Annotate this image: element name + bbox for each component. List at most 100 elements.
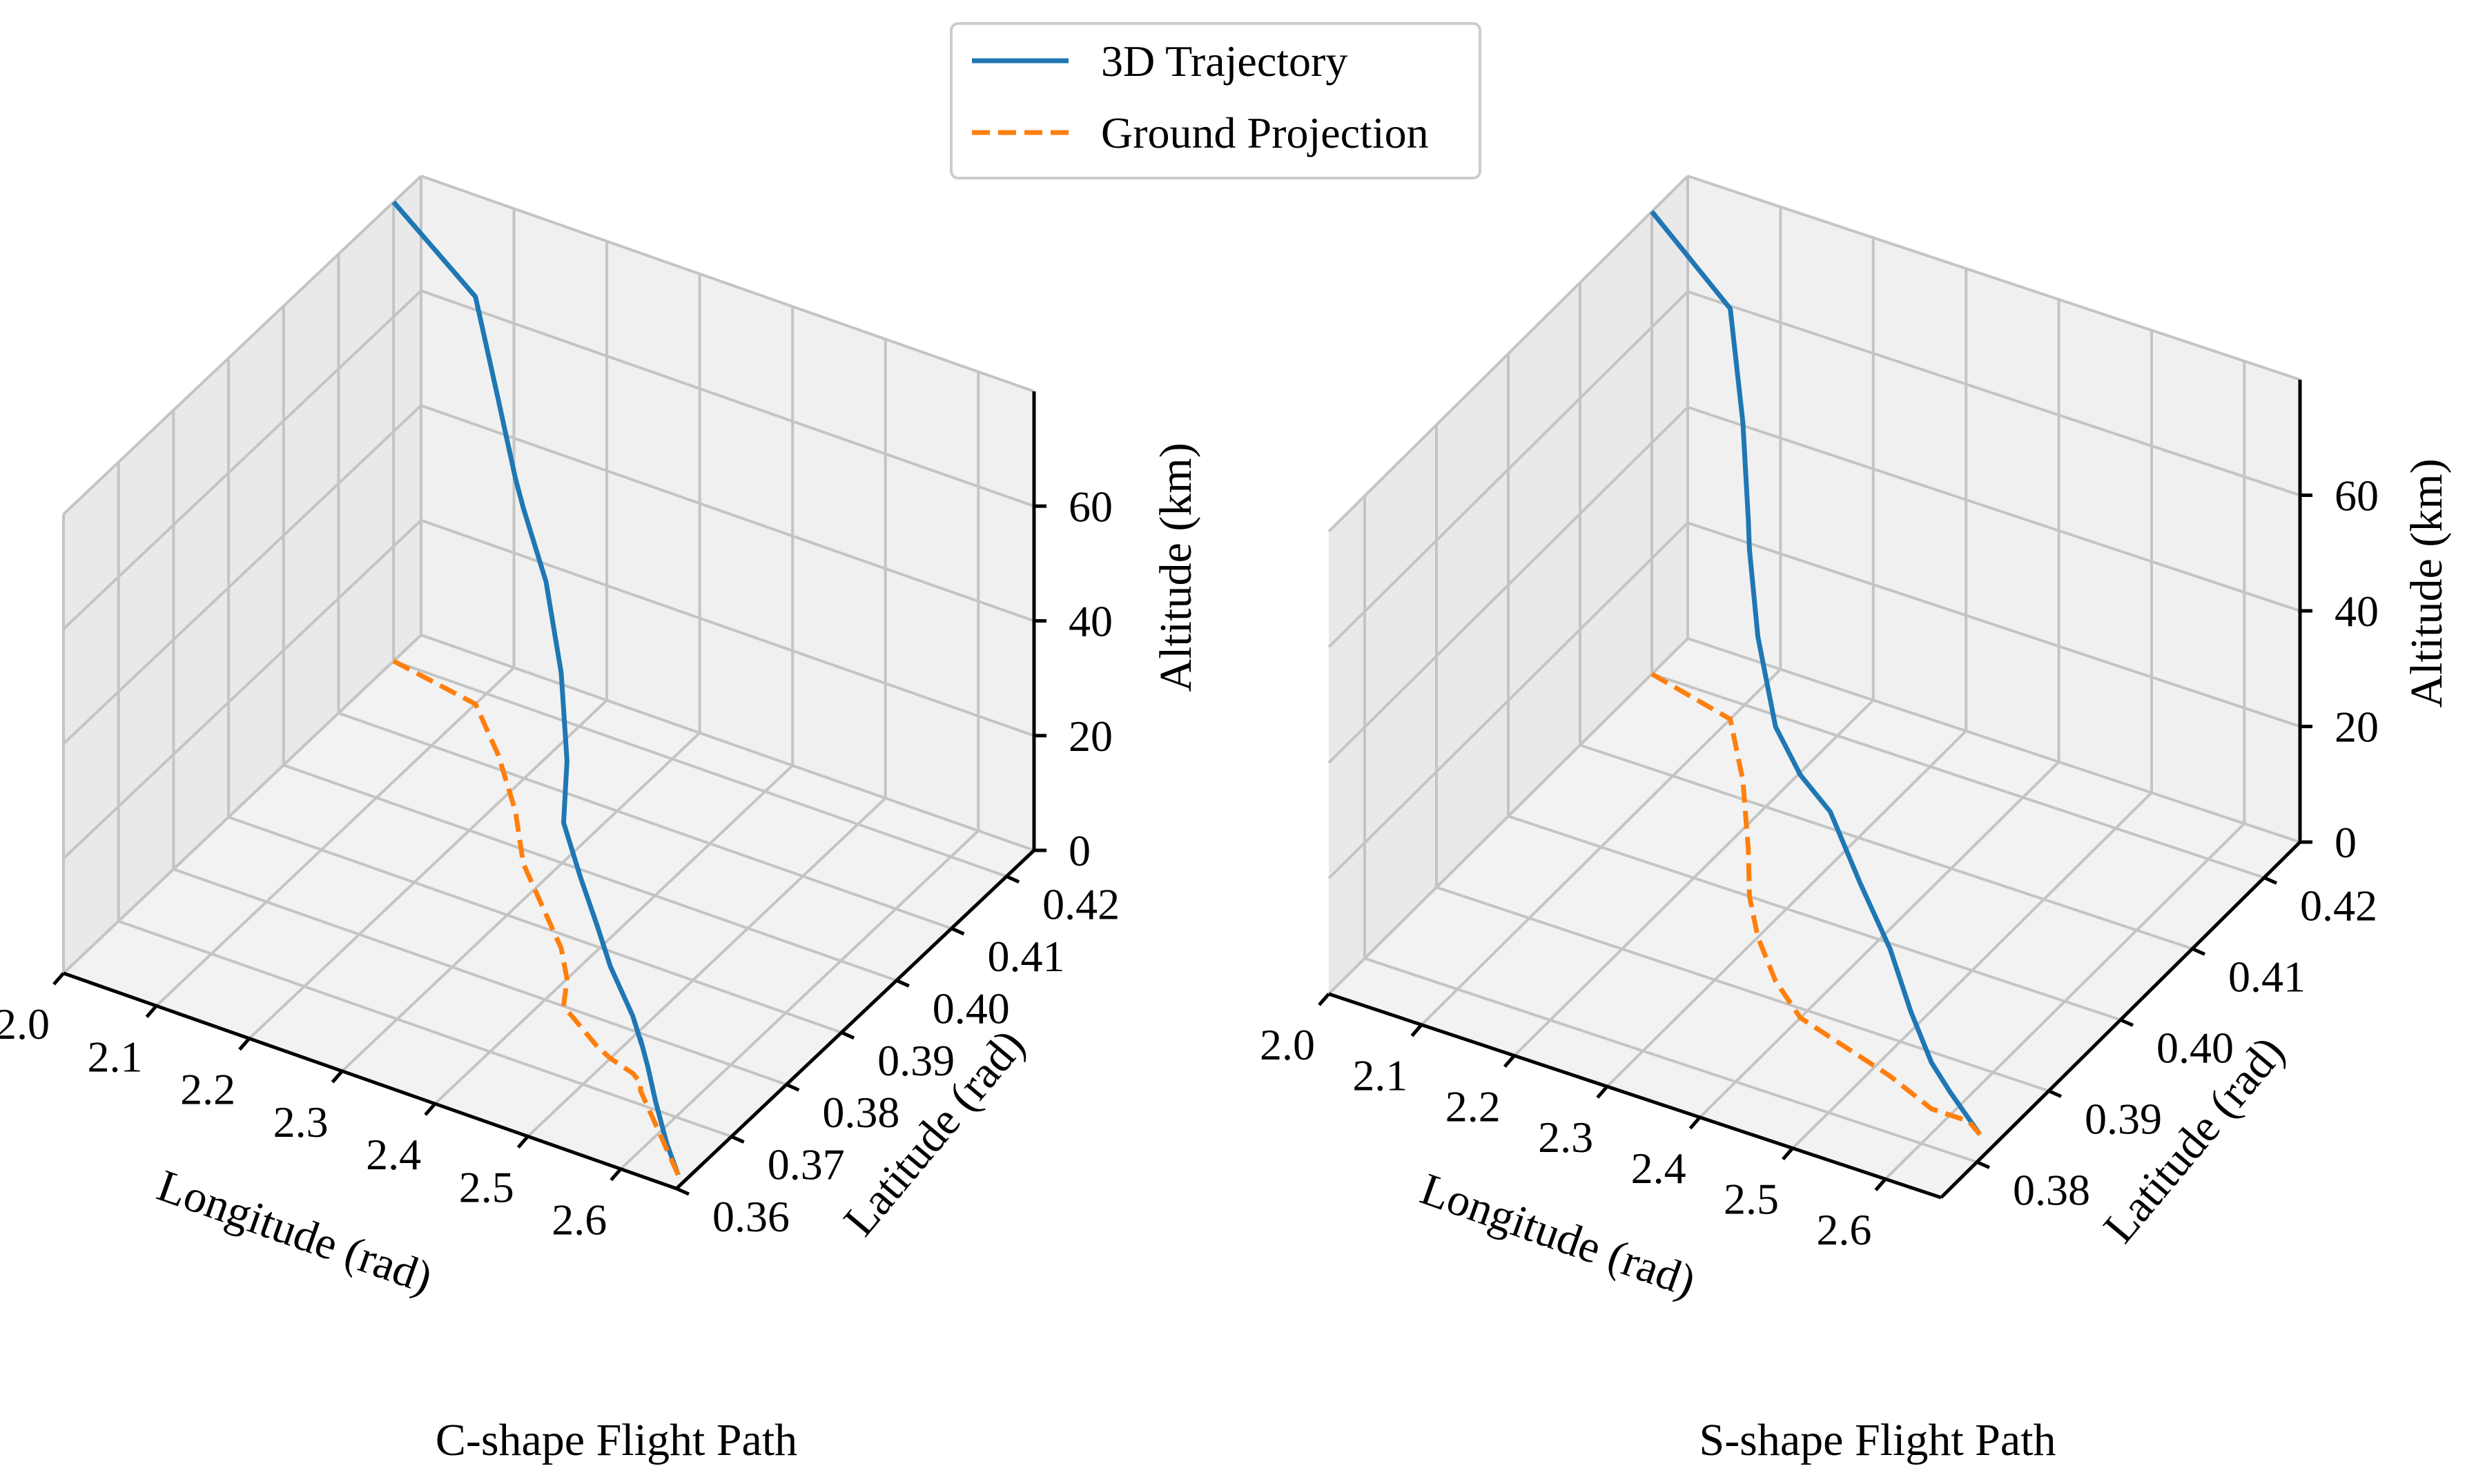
x-tick (1782, 1146, 1794, 1161)
y-gridline (1436, 886, 2049, 1093)
y-tick-label: 0.41 (2228, 953, 2306, 1002)
x-tick-label: 2.0 (0, 999, 50, 1048)
x-gridline (341, 732, 701, 1073)
x-tick-label: 2.5 (1724, 1174, 1779, 1223)
y-gridline (283, 763, 897, 982)
zlabel: Altitude (km) (2401, 458, 2452, 707)
z-gridline (1327, 637, 1689, 995)
x-tick (52, 972, 65, 986)
y-gridline (1579, 743, 2193, 950)
z-gridline (420, 289, 1035, 508)
x-tick-label: 2.6 (552, 1195, 607, 1244)
z-gridline (62, 289, 422, 630)
x-gridline (433, 764, 794, 1105)
xlabel: Longitude (rad) (151, 1160, 439, 1304)
z-gridline (62, 519, 422, 860)
y-axis-line (675, 849, 1035, 1190)
z-gridline (62, 404, 422, 745)
y-tick-label: 0.37 (768, 1140, 845, 1189)
legend-label-ground: Ground Projection (1101, 108, 1429, 157)
x-tick-label: 2.2 (180, 1065, 235, 1114)
z-gridline (420, 175, 1035, 393)
x-axis-line (63, 971, 677, 1191)
y-tick-label: 0.40 (2156, 1024, 2234, 1073)
x-tick-label: 2.4 (366, 1130, 421, 1179)
z-gridline (420, 518, 1035, 737)
y-tick (2191, 947, 2206, 956)
x-tick (1503, 1054, 1516, 1068)
x-tick-label: 2.5 (459, 1162, 514, 1211)
x-tick (424, 1102, 437, 1116)
y-tick-label: 0.38 (2013, 1166, 2090, 1215)
z-tick-label: 0 (1069, 826, 1091, 875)
chart-title: C-shape Flight Path (436, 1415, 797, 1465)
x-gridline (155, 666, 515, 1007)
y-tick-label: 0.38 (822, 1088, 899, 1137)
x-tick (1318, 993, 1330, 1006)
z-gridline (1327, 522, 1689, 879)
y-tick (841, 1031, 855, 1040)
y-tick (895, 979, 910, 988)
y-gridline (338, 712, 953, 930)
x-tick (1688, 1116, 1702, 1130)
y-gridline (228, 815, 842, 1034)
panel-s-shape: 2.0 2.1 2.2 2.3 2.4 2.5 2.6 0.38 0.39 0.40 0.41 0.4… (1260, 175, 2452, 1465)
y-tick (1006, 875, 1020, 883)
x-tick-label: 2.3 (1538, 1113, 1593, 1162)
y-gridline (1364, 957, 1978, 1164)
x-gridline (527, 797, 887, 1138)
z-gridline (1687, 175, 2301, 381)
y-tick-label: 0.42 (2300, 881, 2377, 930)
x-tick (1410, 1024, 1423, 1037)
y-tick (786, 1082, 800, 1092)
x-tick-label: 2.1 (1352, 1051, 1407, 1100)
z-gridline (1687, 637, 2301, 843)
trajectory-line (1650, 210, 1982, 1136)
x-tick (238, 1037, 251, 1051)
z-gridline (1687, 521, 2301, 728)
x-tick-label: 2.1 (88, 1032, 143, 1081)
y-gridline (118, 919, 732, 1138)
x-tick (331, 1070, 344, 1084)
y-gridline (1651, 672, 2265, 879)
x-tick (516, 1135, 529, 1149)
x-tick (1874, 1178, 1887, 1191)
y-tick (2119, 1018, 2134, 1027)
chart-title: S-shape Flight Path (1699, 1415, 2056, 1465)
legend-frame (950, 22, 1481, 179)
zlabel: Altitude (km) (1151, 442, 1201, 692)
y-tick (675, 1187, 690, 1196)
x-tick-label: 2.0 (1260, 1020, 1315, 1069)
y-gridline (393, 659, 1007, 878)
y-tick (951, 926, 965, 936)
x-tick (145, 1004, 158, 1018)
x-tick-label: 2.3 (273, 1097, 329, 1146)
ground-projection-line (1650, 672, 1982, 1136)
z-gridline (62, 175, 422, 516)
z-gridline (1327, 406, 1689, 764)
legend: 3D Trajectory Ground Projection (950, 22, 1481, 179)
y-tick (730, 1135, 745, 1144)
x-gridline (248, 699, 608, 1039)
z-gridline (420, 634, 1035, 852)
z-tick-label: 20 (2335, 703, 2379, 752)
z-tick-label: 40 (2335, 587, 2379, 636)
y-tick-label: 0.40 (933, 984, 1010, 1033)
z-tick-label: 20 (1069, 712, 1113, 761)
y-tick (2047, 1089, 2063, 1098)
z-gridline (420, 404, 1035, 623)
z-gridline (1327, 291, 1689, 648)
x-tick-label: 2.6 (1816, 1205, 1871, 1254)
legend-label-trajectory: 3D Trajectory (1101, 37, 1347, 86)
y-gridline (1508, 814, 2121, 1022)
x-tick (1596, 1085, 1609, 1099)
trajectory-line (391, 200, 681, 1176)
x-tick-label: 2.4 (1631, 1144, 1686, 1193)
z-tick-label: 0 (2335, 818, 2357, 867)
x-axis-line (1328, 992, 1942, 1200)
x-tick (610, 1167, 623, 1182)
y-tick-label: 0.39 (877, 1036, 955, 1085)
z-gridline (1687, 290, 2301, 497)
z-tick-label: 60 (2335, 471, 2379, 520)
